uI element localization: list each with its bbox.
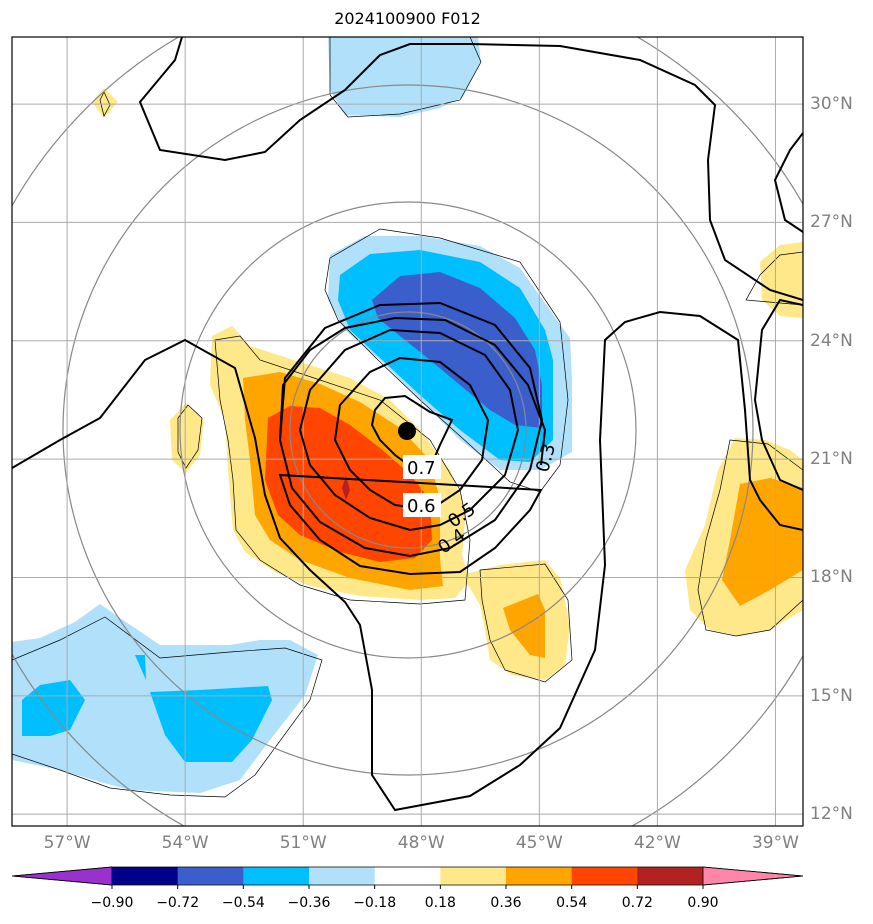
colorbar-segment xyxy=(506,867,573,885)
chart-title: 2024100900 F012 xyxy=(334,9,481,28)
shading-layer xyxy=(12,37,803,793)
outline-small-nw xyxy=(99,91,111,117)
lon-tick-label: 48°W xyxy=(397,833,445,853)
lat-tick-label: 21°N xyxy=(810,449,853,470)
outline-sw xyxy=(12,616,323,798)
contour-label-0.6: 0.6 xyxy=(407,496,436,517)
shade-pos-east-orange xyxy=(722,478,803,606)
colorbar-segment xyxy=(374,867,441,885)
lon-tick-label: 51°W xyxy=(279,833,327,853)
lat-tick-label: 15°N xyxy=(810,685,853,706)
outline-ne xyxy=(745,251,803,306)
colorbar-extend-low xyxy=(11,866,113,886)
storm-center-marker xyxy=(398,422,416,440)
gridlines xyxy=(12,37,803,826)
plot-frame xyxy=(11,36,804,827)
colorbar-segment xyxy=(637,867,704,885)
shade-pos-lobe-red xyxy=(265,406,432,562)
plot-area: 0.7 0.6 0.5 0.4 0.3 xyxy=(12,37,803,826)
contour-labels: 0.7 0.6 0.5 0.4 0.3 xyxy=(403,441,560,558)
shade-neg-lobe-dark xyxy=(372,272,542,428)
lat-tick-label: 18°N xyxy=(810,567,853,588)
contour-north-west xyxy=(138,37,803,301)
colorbar-tick-label: −0.54 xyxy=(221,895,265,911)
colorbar-tick-label: −0.18 xyxy=(353,895,397,911)
contour-0.4 xyxy=(278,301,544,558)
colorbar-tick-label: −0.72 xyxy=(156,895,200,911)
shade-neg-top xyxy=(328,37,481,117)
thick-contour-layer xyxy=(12,37,803,812)
colorbar-tick-label: 0.54 xyxy=(556,895,588,911)
range-rings xyxy=(12,37,803,826)
range-ring-1 xyxy=(289,311,527,549)
colorbar-segment xyxy=(309,867,376,885)
colorbar-segment xyxy=(243,867,310,885)
lon-tick-label: 39°W xyxy=(751,833,799,853)
contour-0.6 xyxy=(333,356,490,512)
colorbar-tick-label: 0.36 xyxy=(490,895,522,911)
contour-outer-east xyxy=(753,298,803,491)
range-ring-2 xyxy=(179,201,637,659)
colorbar-tick-label: −0.36 xyxy=(287,895,331,911)
contour-label-0.7: 0.7 xyxy=(407,458,436,479)
contour-north-east xyxy=(773,132,803,233)
contour-0.5 xyxy=(298,328,520,532)
lon-tick-label: 42°W xyxy=(633,833,681,853)
shade-pos-ne xyxy=(760,242,803,318)
lat-tick-label: 12°N xyxy=(810,804,853,825)
colorbar-extend-high xyxy=(702,866,804,886)
colorbar-segment xyxy=(571,867,638,885)
shade-pos-spot xyxy=(342,476,350,500)
contour-0.3 xyxy=(278,316,547,576)
contour-outer-west xyxy=(12,310,803,812)
outline-se xyxy=(479,563,573,683)
lon-tick-label: 45°W xyxy=(515,833,563,853)
colorbar-tick-label: 0.90 xyxy=(687,895,719,911)
lat-tick-label: 24°N xyxy=(810,330,853,351)
colorbar-tick-label: 0.72 xyxy=(621,895,653,911)
outline-top xyxy=(329,37,482,118)
colorbar xyxy=(11,866,804,889)
colorbar-tick-label: −0.90 xyxy=(90,895,134,911)
shade-pos-small-w xyxy=(170,403,204,473)
outline-pos-lobe xyxy=(214,335,471,605)
lon-tick-label: 57°W xyxy=(43,833,91,853)
shade-neg-sw-mid3 xyxy=(135,655,146,680)
lon-tick-label: 54°W xyxy=(161,833,209,853)
colorbar-tick-label: 0.18 xyxy=(424,895,456,911)
thin-outline-layer xyxy=(12,37,803,798)
outline-small-w xyxy=(177,404,203,469)
range-ring-3 xyxy=(62,84,754,776)
lat-tick-label: 30°N xyxy=(810,94,853,115)
shade-neg-sw-mid2 xyxy=(150,686,272,762)
shade-pos-small-nw xyxy=(92,88,118,118)
colorbar-segment xyxy=(177,867,244,885)
colorbar-segment xyxy=(112,867,179,885)
colorbar-segment xyxy=(440,867,507,885)
lat-tick-label: 27°N xyxy=(810,212,853,233)
